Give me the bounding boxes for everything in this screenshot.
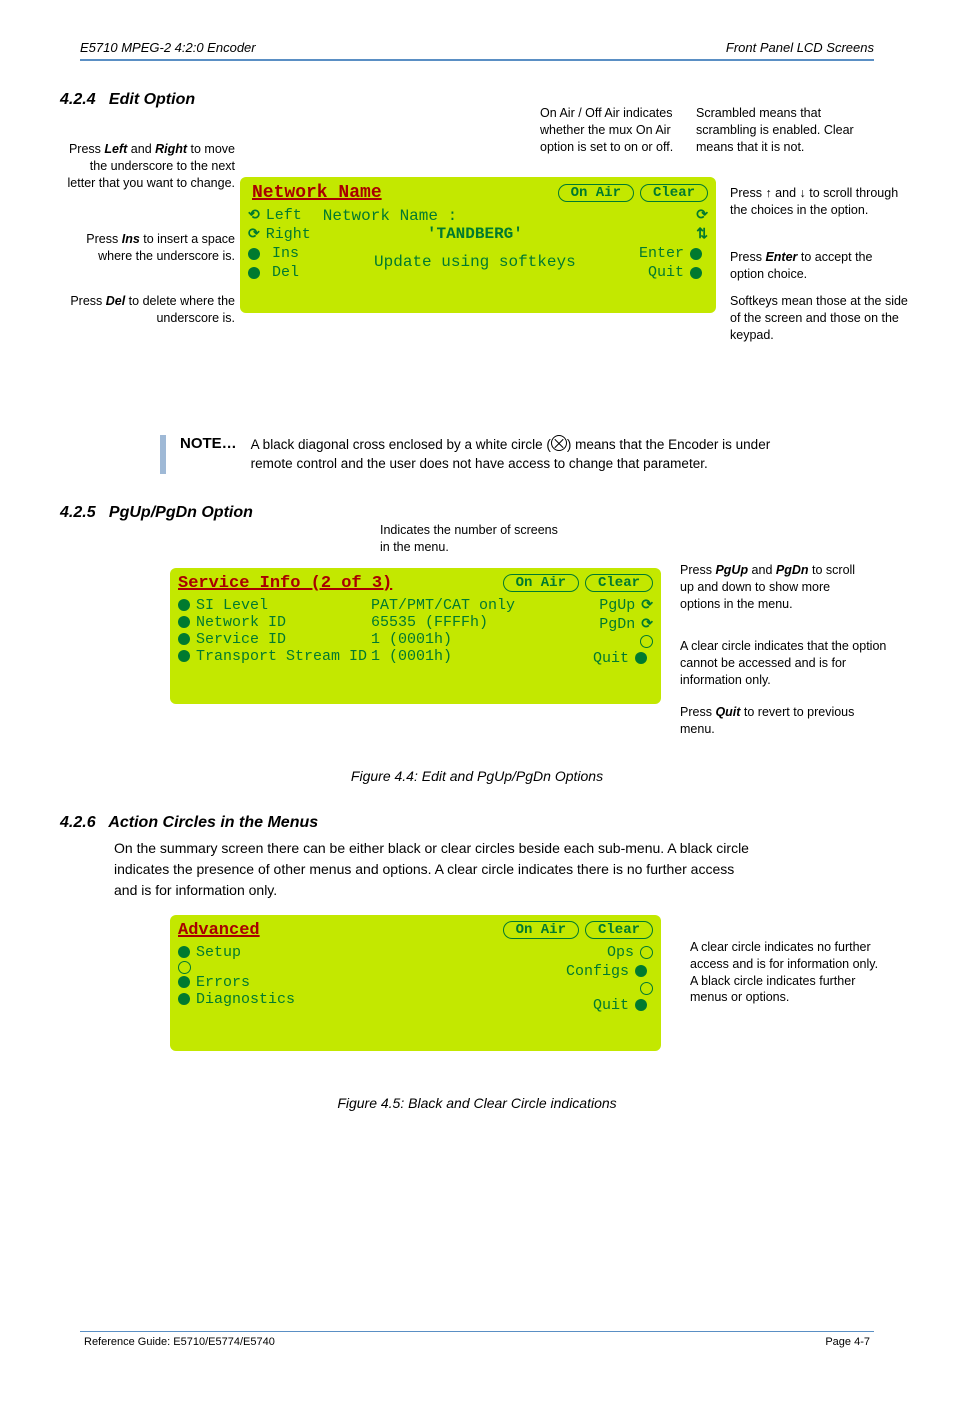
lcd3-title: Advanced (178, 921, 260, 940)
annot-pg-1: Press PgUp and PgDn to scroll up and dow… (680, 562, 860, 613)
lcd-edit-option: Network Name On Air Clear ⟲Left ⟳Right I… (240, 177, 716, 313)
top-rule (80, 59, 874, 61)
annot-left-1: Press Left and Right to move the undersc… (60, 141, 235, 192)
lcd1-left-softkeys: ⟲Left ⟳Right Ins Del (248, 207, 311, 281)
lcd3-right-softkeys: Ops Configs Quit (566, 944, 653, 1014)
lcd1-hint: Update using softkeys (311, 253, 639, 271)
annot-right-3: Softkeys mean those at the side of the s… (730, 293, 910, 344)
annot-top-onair: On Air / Off Air indicates whether the m… (540, 105, 680, 156)
annot-right-2: Press Enter to accept the option choice. (730, 249, 900, 283)
running-header: E5710 MPEG-2 4:2:0 Encoder Front Panel L… (60, 40, 894, 59)
note-block: NOTE… A black diagonal cross enclosed by… (160, 435, 894, 474)
note-label: NOTE… (180, 435, 237, 452)
lcd1-right-softkeys: ⟳ ⇅ Enter Quit (639, 207, 708, 281)
annot-pg-3: Press Quit to revert to previous menu. (680, 704, 860, 738)
figure-4-4-caption: Figure 4.4: Edit and PgUp/PgDn Options (60, 768, 894, 784)
lcd1-clear: Clear (640, 184, 708, 202)
lcd-pgupdn: Service Info (2 of 3) On Air Clear SI Le… (170, 568, 661, 704)
lcd-advanced: Advanced On Air Clear Setup Errors Diagn… (170, 915, 661, 1051)
annot-top-clear: Scrambled means that scrambling is enabl… (696, 105, 866, 156)
lcd3-onair: On Air (503, 921, 579, 939)
lcd3-clear: Clear (585, 921, 653, 939)
note-text: A black diagonal cross enclosed by a whi… (251, 435, 811, 474)
lcd1-field-label: Network Name : (311, 207, 639, 225)
annot-pg-2: A clear circle indicates that the option… (680, 638, 900, 689)
annot-left-2: Press Ins to insert a space where the un… (60, 231, 235, 265)
cross-circle-icon (551, 435, 567, 451)
footer-right: Page 4-7 (825, 1336, 870, 1348)
doc-title-right: Front Panel LCD Screens (726, 40, 874, 55)
lcd2-onair: On Air (503, 574, 579, 592)
doc-title-left: E5710 MPEG-2 4:2:0 Encoder (80, 40, 256, 55)
para-action-circles: On the summary screen there can be eithe… (114, 838, 754, 901)
lcd2-clear: Clear (585, 574, 653, 592)
annot-circles-right: A clear circle indicates no further acce… (690, 939, 890, 1007)
lcd2-title: Service Info (2 of 3) (178, 574, 392, 593)
heading-action-circles: 4.2.6 Action Circles in the Menus (60, 814, 894, 832)
footer: Reference Guide: E5710/E5774/E5740 Page … (60, 1336, 894, 1348)
annot-left-3: Press Del to delete where the underscore… (60, 293, 235, 327)
lcd1-title: Network Name (248, 183, 386, 203)
footer-left: Reference Guide: E5710/E5774/E5740 (84, 1336, 275, 1348)
bottom-rule (80, 1331, 874, 1332)
figure-4-5-caption: Figure 4.5: Black and Clear Circle indic… (60, 1095, 894, 1111)
annot-indicates-screens: Indicates the number of screens in the m… (380, 522, 560, 556)
heading-pgupdn: 4.2.5 PgUp/PgDn Option (60, 504, 894, 522)
annot-right-1: Press ↑ and ↓ to scroll through the choi… (730, 185, 900, 219)
page-root: E5710 MPEG-2 4:2:0 Encoder Front Panel L… (0, 0, 954, 1408)
lcd1-onair: On Air (558, 184, 634, 202)
lcd2-right-softkeys: PgUp⟳ PgDn⟳ Quit (593, 597, 653, 667)
lcd1-field-value: 'TANDBERG' (311, 225, 639, 243)
